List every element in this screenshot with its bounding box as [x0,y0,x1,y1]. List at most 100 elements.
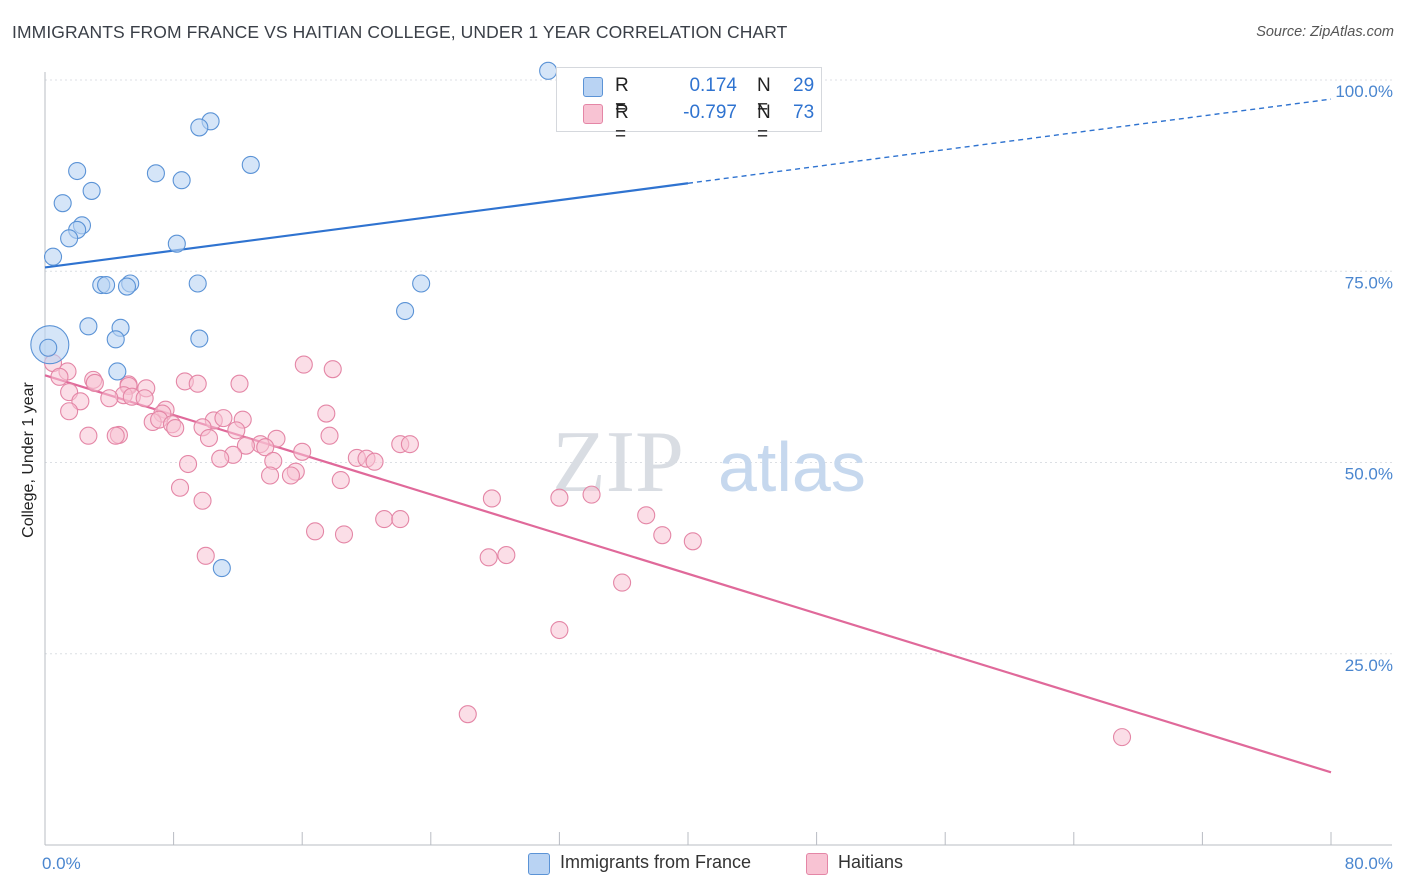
france-points [30,61,558,578]
legend-r-label: R = [615,75,629,118]
france-point [43,247,63,266]
haitians-point [50,367,69,386]
haitians-point [375,510,394,529]
haitians-point [497,546,516,565]
haitians-point [334,525,354,544]
haitians-point [582,485,601,504]
legend-n-value: 29 [793,75,815,96]
watermark: ZIP atlas [552,414,866,511]
haitians-point [294,355,313,374]
haitians-point [166,419,185,438]
y-tick-label: 50.0% [1345,465,1393,484]
bottom-legend-label-haitians: Haitians [838,852,904,872]
haitians-point [135,389,154,408]
haitians-point [106,426,125,445]
haitians-point [482,489,501,508]
haitians-point [550,488,569,507]
haitians-point [331,471,350,490]
france-point [172,171,191,190]
haitians-point [188,374,207,393]
france-point [60,229,79,248]
france-point [167,234,186,253]
france-point [146,164,165,183]
y-tick-label: 100.0% [1335,82,1393,101]
france-trend-line [44,182,689,269]
haitians-point [323,360,342,379]
stats-legend: R = 0.174 N = 29 R = -0.797 N = 73 [556,67,822,145]
source-credit: Source: ZipAtlas.com [1256,24,1394,40]
legend-n-label: N = [757,75,771,118]
haitians-points [43,353,1132,747]
haitians-point [613,573,632,592]
france-point [188,274,207,293]
france-point [117,277,137,296]
haitians-point [260,466,280,485]
haitians-point [199,428,219,448]
watermark-zip: ZIP [552,414,684,511]
haitians-point [293,442,312,461]
x-tick-labels: 0.0% 80.0% [42,854,1393,873]
y-tick-label: 25.0% [1345,656,1393,675]
haitians-point [214,409,233,428]
haitians-point [179,454,198,474]
haitians-point [653,526,672,545]
legend-r-value: -0.797 [683,102,737,123]
france-point [212,559,231,578]
france-point [39,338,58,357]
france-point [108,362,127,381]
legend-swatch-haitians [583,104,603,124]
legend-r-label: R = [615,102,629,145]
haitians-point [1112,728,1132,747]
haitians-point [211,449,230,468]
france-point [53,194,72,213]
france-point [106,330,125,349]
haitians-point [281,466,300,485]
haitians-point [391,510,410,529]
haitians-point [400,435,419,454]
france-point [241,155,260,174]
haitians-point [320,426,339,445]
legend-r-value: 0.174 [689,75,737,96]
y-tick-label: 75.0% [1345,273,1393,292]
france-point [190,118,209,137]
france-point [539,61,558,80]
haitians-point [227,421,246,440]
haitians-point [230,374,249,393]
y-axis-title: College, Under 1 year [20,382,37,538]
france-point [97,275,116,295]
axes [44,72,1392,846]
bottom-legend-label-france: Immigrants from France [560,852,752,872]
france-point [82,181,101,200]
haitians-point [193,491,212,510]
bottom-legend-swatch-haitians [806,853,828,875]
bottom-legend-swatch-france [528,853,550,875]
france-trend-extension [687,98,1332,184]
haitians-point [317,404,336,423]
haitians-point [479,548,498,567]
legend-n-value: 73 [793,102,815,123]
haitians-point [170,478,190,497]
haitians-point [79,426,98,445]
haitians-point [306,522,325,541]
legend-swatch-france [583,77,603,97]
haitians-point [550,620,569,640]
haitians-point [256,438,275,457]
x-tick-label: 80.0% [1345,854,1393,873]
haitians-point [637,506,656,525]
haitians-point [458,705,477,724]
haitians-point [100,389,119,408]
haitians-point [60,402,79,421]
haitians-point [683,532,702,551]
france-point [412,274,431,293]
france-point [68,161,87,181]
france-point [79,317,98,336]
y-tick-labels: 25.0% 50.0% 75.0% 100.0% [1335,82,1393,675]
france-point [190,329,209,348]
x-tick-label: 0.0% [42,854,81,873]
legend-n-label: N = [757,102,771,145]
france-point [396,301,415,321]
haitians-point [236,436,255,455]
chart-title: IMMIGRANTS FROM FRANCE VS HAITIAN COLLEG… [12,22,788,42]
haitians-point [196,546,215,565]
